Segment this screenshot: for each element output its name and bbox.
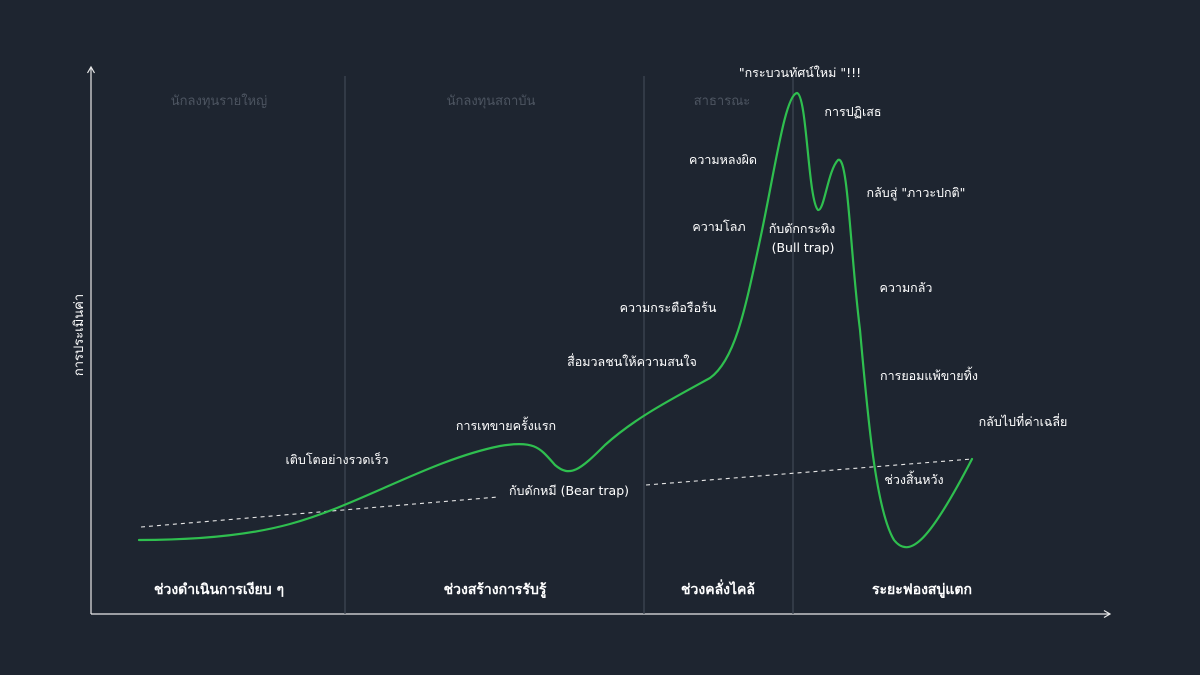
phase-label: ช่วงสร้างการรับรู้ bbox=[444, 582, 547, 598]
phase-label: ระยะฟองสบู่แตก bbox=[872, 582, 972, 598]
annotation-despair: ช่วงสิ้นหวัง bbox=[884, 470, 943, 487]
annotation-denial: การปฏิเสธ bbox=[824, 104, 881, 119]
mean-trend-line bbox=[645, 458, 973, 486]
y-axis-arrow-icon bbox=[86, 65, 96, 74]
annotation-first-selloff: การเทขายครั้งแรก bbox=[456, 416, 556, 433]
investor-group-label: สาธารณะ bbox=[694, 94, 751, 109]
annotation-rapid-growth: เติบโตอย่างรวดเร็ว bbox=[286, 452, 389, 467]
x-axis-arrow-icon bbox=[1103, 609, 1112, 619]
annotation-return-to-mean: กลับไปที่ค่าเฉลี่ย bbox=[979, 413, 1068, 429]
annotation-bear-trap: กับดักหมี (Bear trap) bbox=[509, 483, 629, 498]
annotation-media-attention: สื่อมวลชนให้ความสนใจ bbox=[567, 353, 697, 369]
annotation-delusion: ความหลงผิด bbox=[689, 152, 757, 167]
phase-label: ช่วงดำเนินการเงียบ ๆ bbox=[154, 582, 284, 598]
annotation-fear: ความกลัว bbox=[880, 280, 933, 295]
annotation-capitulation: การยอมแพ้ขายทิ้ง bbox=[880, 366, 978, 383]
annotation-return-to-normal: กลับสู่ "ภาวะปกติ" bbox=[867, 185, 966, 201]
annotation-new-paradigm: "กระบวนทัศน์ใหม่ "!!! bbox=[739, 65, 861, 80]
investor-group-label: นักลงทุนรายใหญ่ bbox=[171, 93, 267, 109]
annotation-bull-trap-en: (Bull trap) bbox=[772, 240, 835, 255]
annotation-bull-trap: กับดักกระทิง bbox=[769, 221, 836, 236]
y-axis-label: การประเมินค่า bbox=[72, 294, 87, 376]
annotation-enthusiasm: ความกระตือรือร้น bbox=[620, 300, 717, 315]
investor-group-label: นักลงทุนสถาบัน bbox=[447, 94, 536, 109]
valuation-curve bbox=[137, 91, 974, 549]
mean-trend-line bbox=[140, 496, 499, 528]
annotation-greed: ความโลภ bbox=[692, 219, 745, 234]
phase-label: ช่วงคลั่งไคล้ bbox=[681, 579, 755, 598]
